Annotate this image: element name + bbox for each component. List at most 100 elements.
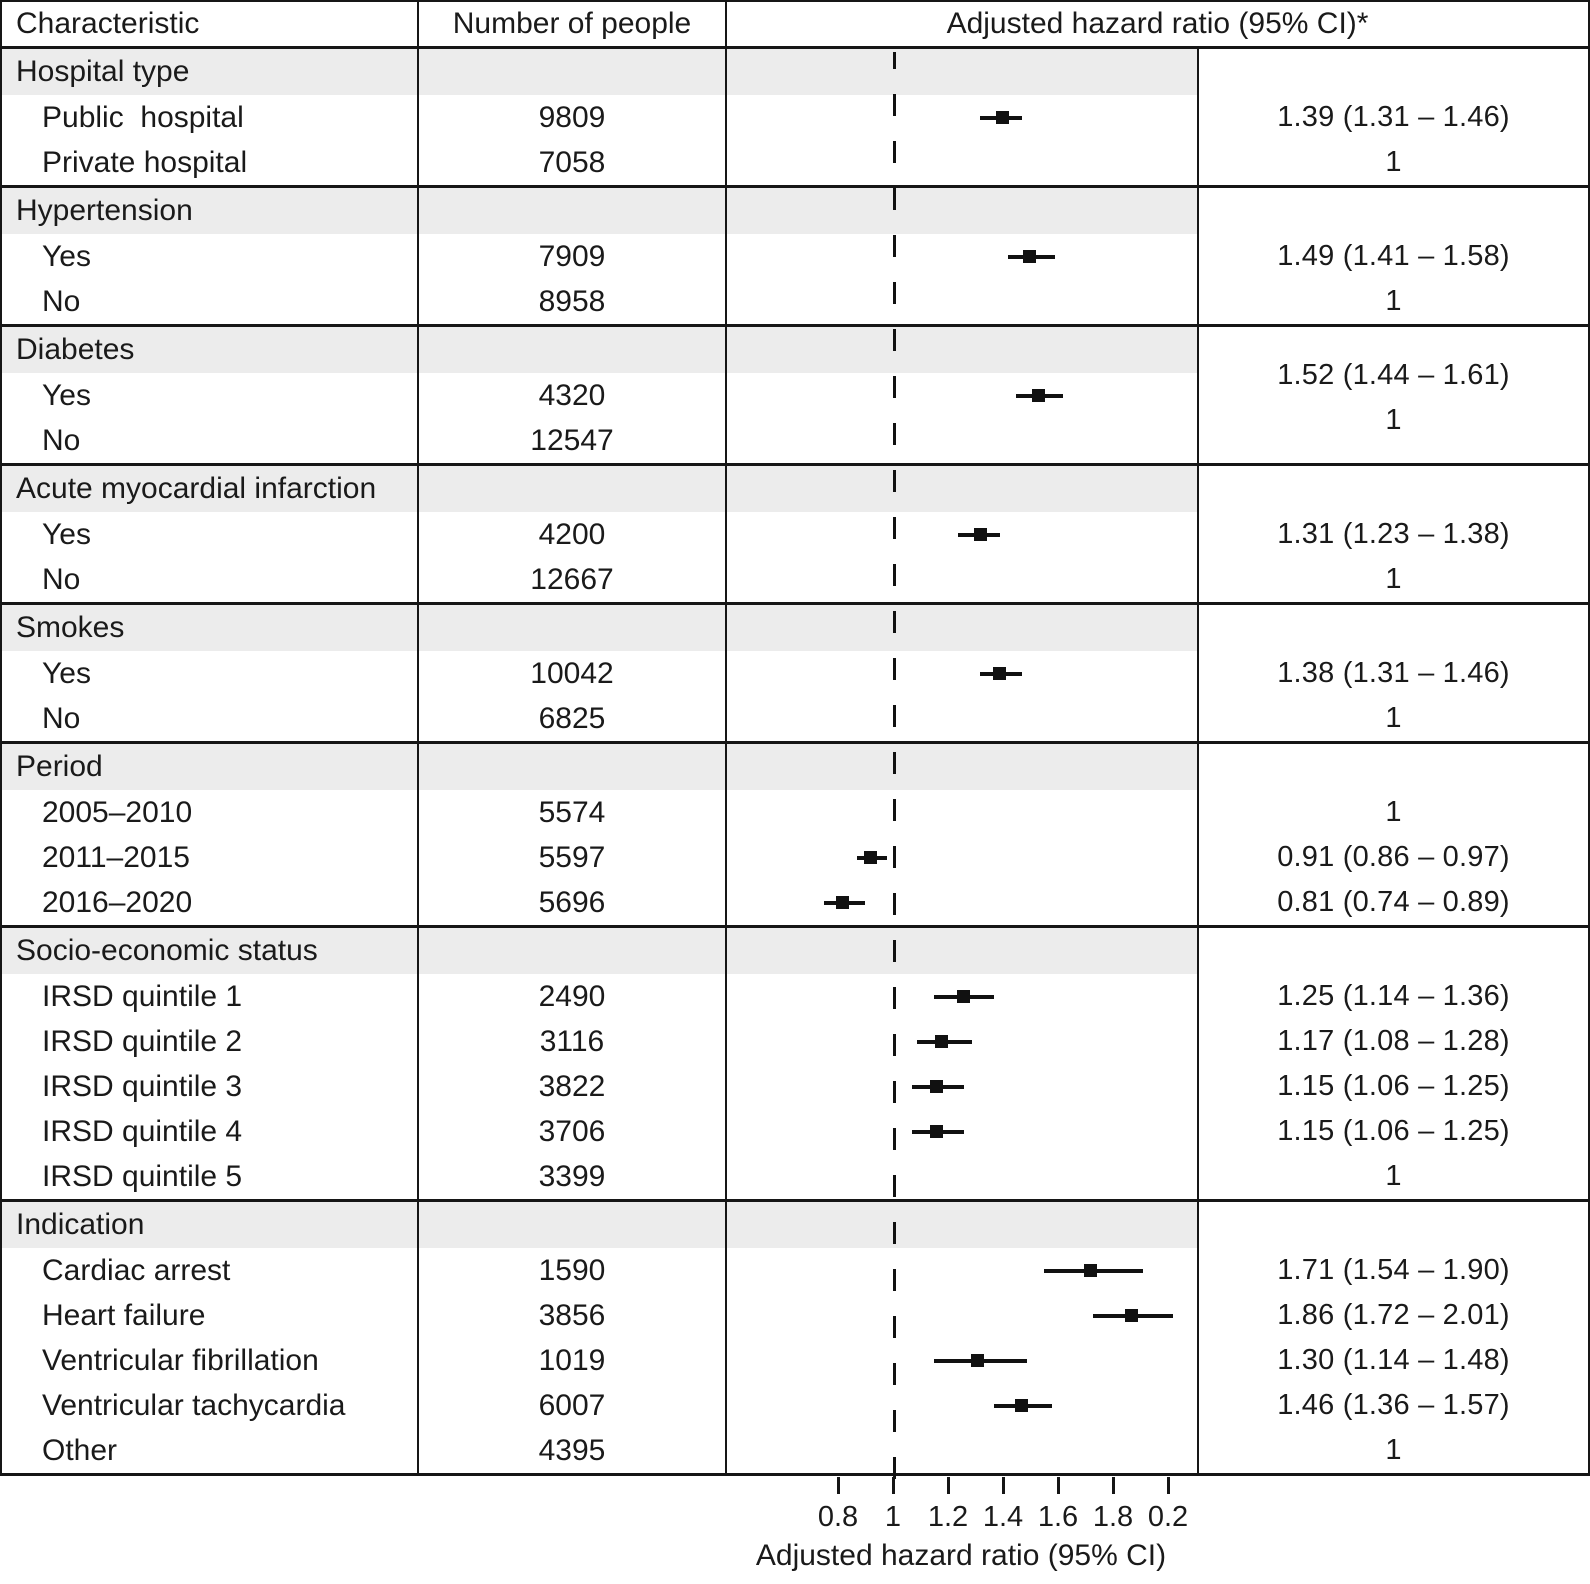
section-header-row: Smokes (2, 605, 1588, 651)
section-header-n-cell (419, 49, 727, 95)
row-label: No (2, 418, 419, 463)
section-header-n-cell (419, 1202, 727, 1248)
row-count: 3822 (419, 1064, 727, 1109)
row-count: 3706 (419, 1109, 727, 1154)
row-count: 12547 (419, 418, 727, 463)
hr-text: 1.46 (1.36 – 1.57) (1277, 1389, 1510, 1421)
section-header-row: Hospital type (2, 49, 1588, 95)
section-header-label: Smokes (2, 605, 419, 651)
row-label: IRSD quintile 4 (2, 1109, 419, 1154)
section-header-row: Indication (2, 1202, 1588, 1248)
table-row: Ventricular tachycardia 6007 1.46 (1.36 – … (2, 1383, 1588, 1428)
axis-tick (947, 1477, 950, 1494)
section-header-n-cell (419, 327, 727, 373)
hr-text: 1.25 (1.14 – 1.36) (1277, 980, 1510, 1012)
hr-text: 1.30 (1.14 – 1.48) (1277, 1344, 1510, 1376)
section-header-label: Hospital type (2, 49, 419, 95)
row-count: 6007 (419, 1383, 727, 1428)
hr-text: 1.31 (1.23 – 1.38) (1277, 518, 1510, 550)
section-header-hr-cell (1199, 49, 1588, 95)
hr-point-marker (1031, 388, 1045, 402)
hr-text: 1.17 (1.08 – 1.28) (1277, 1025, 1510, 1057)
row-hr-value: 1 (1199, 140, 1588, 185)
row-hr-value: 1 (1199, 279, 1588, 324)
row-plot-cell (727, 1338, 1199, 1383)
row-label: Public hospital (2, 95, 419, 140)
row-label: Heart failure (2, 1293, 419, 1338)
table-row: No 6825 1 (2, 696, 1588, 741)
table-row: Public hospital 9809 1.39 (1.31 – 1.46) (2, 95, 1588, 140)
hr-point-marker (973, 527, 987, 541)
section-hospital-type: Hospital type Public hospital 9809 1.39 (1.… (2, 49, 1588, 185)
section-header-hr-cell (1199, 928, 1588, 974)
table-row: Other 4395 1 (2, 1428, 1588, 1473)
hr-text: 1 (1385, 285, 1402, 317)
row-plot-cell (727, 880, 1199, 925)
table-row: Cardiac arrest 1590 1.71 (1.54 – 1.90) (2, 1248, 1588, 1293)
axis-tick-label: 1.8 (1092, 1501, 1134, 1533)
row-count: 7058 (419, 140, 727, 185)
row-label: 2005–2010 (2, 790, 419, 835)
axis-tick-label: 1 (884, 1501, 902, 1533)
section-header-n-cell (419, 744, 727, 790)
section-indication: Indication Cardiac arrest 1590 1.71 (1.54 –… (2, 1199, 1588, 1473)
table-row: Yes 7909 1.49 (1.41 – 1.58) (2, 234, 1588, 279)
row-label: Yes (2, 512, 419, 557)
table-row: Ventricular fibrillation 1019 1.30 (1.14 –… (2, 1338, 1588, 1383)
axis-tick (1057, 1477, 1060, 1494)
row-label: Yes (2, 234, 419, 279)
row-label: Ventricular fibrillation (2, 1338, 419, 1383)
axis-tick-label: 1.6 (1037, 1501, 1079, 1533)
row-hr-value: 1.38 (1.31 – 1.46) (1199, 651, 1588, 696)
section-header-n-cell (419, 466, 727, 512)
section-header-row: Acute myocardial infarction (2, 466, 1588, 512)
row-label: Yes (2, 651, 419, 696)
x-axis-title: Adjusted hazard ratio (95% CI) (755, 1539, 1167, 1572)
hr-point-marker (995, 110, 1009, 124)
row-label: Yes (2, 373, 419, 418)
row-hr-value: 1.15 (1.06 – 1.25) (1199, 1064, 1588, 1109)
table-body: Hospital type Public hospital 9809 1.39 (1.… (2, 49, 1588, 1473)
row-hr-value: 1.31 (1.23 – 1.38) (1199, 512, 1588, 557)
row-plot-cell (727, 373, 1199, 418)
section-period: Period 2005–2010 5574 1 2011–2015 5597 0.91 (0… (2, 741, 1588, 925)
row-hr-value: 0.91 (0.86 – 0.97) (1199, 835, 1588, 880)
row-label: Private hospital (2, 140, 419, 185)
table-row: Yes 4200 1.31 (1.23 – 1.38) (2, 512, 1588, 557)
hr-text: 0.81 (0.74 – 0.89) (1277, 886, 1510, 918)
row-plot-cell (727, 234, 1199, 279)
section-header-row: Diabetes (2, 327, 1588, 373)
row-plot-cell (727, 1109, 1199, 1154)
hr-point-marker (1023, 249, 1037, 263)
column-header-characteristic: Characteristic (2, 2, 419, 46)
hr-text: 1.15 (1.06 – 1.25) (1277, 1070, 1510, 1102)
section-header-plot-cell (727, 466, 1199, 512)
section-header-hr-cell (1199, 466, 1588, 512)
section-header-row: Period (2, 744, 1588, 790)
row-hr-value: 1.15 (1.06 – 1.25) (1199, 1109, 1588, 1154)
row-plot-cell (727, 1428, 1199, 1473)
hr-text: 1.39 (1.31 – 1.46) (1277, 101, 1510, 133)
table-row: No 8958 1 (2, 279, 1588, 324)
section-socio-economic-status: Socio-economic status IRSD quintile 1 2490… (2, 925, 1588, 1199)
row-hr-value: 1.52 (1.44 – 1.61) (1199, 359, 1588, 418)
table-row: 2016–2020 5696 0.81 (0.74 – 0.89) (2, 880, 1588, 925)
section-smokes: Smokes Yes 10042 1.38 (1.31 – 1.46) No 6825 1 (2, 602, 1588, 741)
table-row: 2011–2015 5597 0.91 (0.86 – 0.97) (2, 835, 1588, 880)
section-header-plot-cell (727, 744, 1199, 790)
row-count: 5597 (419, 835, 727, 880)
row-count: 3116 (419, 1019, 727, 1064)
section-header-n-cell (419, 188, 727, 234)
row-plot-cell (727, 651, 1199, 696)
row-plot-cell (727, 512, 1199, 557)
section-header-hr-cell (1199, 1202, 1588, 1248)
axis-tick-label: 0.2 (1147, 1501, 1189, 1533)
row-label: IRSD quintile 5 (2, 1154, 419, 1199)
table-row: IRSD quintile 3 3822 1.15 (1.06 – 1.25) (2, 1064, 1588, 1109)
hr-point-marker (929, 1079, 943, 1093)
row-hr-value: 1.86 (1.72 – 2.01) (1199, 1293, 1588, 1338)
row-label: IRSD quintile 1 (2, 974, 419, 1019)
axis-tick-label: 0.8 (817, 1501, 859, 1533)
hr-text: 1 (1385, 563, 1402, 595)
